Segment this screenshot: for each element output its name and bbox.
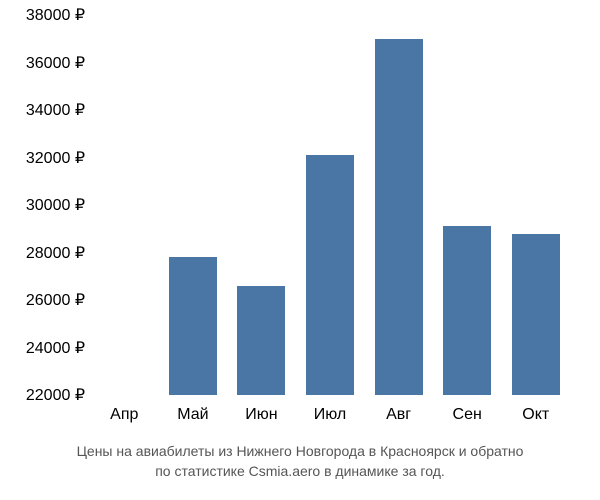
bar <box>237 286 285 395</box>
y-tick-label: 32000 ₽ <box>0 148 85 168</box>
price-chart: 22000 ₽ 24000 ₽ 26000 ₽ 28000 ₽ 30000 ₽ 32000… <box>0 0 600 500</box>
caption-line-2: по статистике Csmia.aero в динамике за г… <box>0 462 600 482</box>
x-tick-label: Июн <box>227 400 296 424</box>
bar-slot <box>364 15 433 395</box>
bars-group <box>90 15 570 395</box>
bar-slot <box>159 15 228 395</box>
plot-area <box>90 15 570 395</box>
bar <box>306 155 354 395</box>
bar-slot <box>501 15 570 395</box>
bar-slot <box>90 15 159 395</box>
x-tick-label: Сен <box>433 400 502 424</box>
caption-line-1: Цены на авиабилеты из Нижнего Новгорода … <box>0 442 600 462</box>
x-tick-label: Май <box>159 400 228 424</box>
bar-slot <box>433 15 502 395</box>
chart-caption: Цены на авиабилеты из Нижнего Новгорода … <box>0 442 600 481</box>
y-tick-label: 34000 ₽ <box>0 100 85 120</box>
y-tick-label: 30000 ₽ <box>0 195 85 215</box>
bar <box>169 257 217 395</box>
y-tick-label: 38000 ₽ <box>0 5 85 25</box>
x-tick-label: Июл <box>296 400 365 424</box>
bar-slot <box>227 15 296 395</box>
bar <box>375 39 423 395</box>
x-tick-label: Апр <box>90 400 159 424</box>
bar <box>443 226 491 395</box>
x-tick-label: Авг <box>364 400 433 424</box>
y-tick-label: 28000 ₽ <box>0 243 85 263</box>
x-tick-label: Окт <box>501 400 570 424</box>
y-tick-label: 26000 ₽ <box>0 290 85 310</box>
y-tick-label: 24000 ₽ <box>0 338 85 358</box>
x-axis: АпрМайИюнИюлАвгСенОкт <box>90 400 570 424</box>
y-tick-label: 36000 ₽ <box>0 53 85 73</box>
bar-slot <box>296 15 365 395</box>
y-tick-label: 22000 ₽ <box>0 385 85 405</box>
y-axis: 22000 ₽24000 ₽26000 ₽28000 ₽30000 ₽32000… <box>0 15 85 395</box>
bar <box>512 234 560 396</box>
